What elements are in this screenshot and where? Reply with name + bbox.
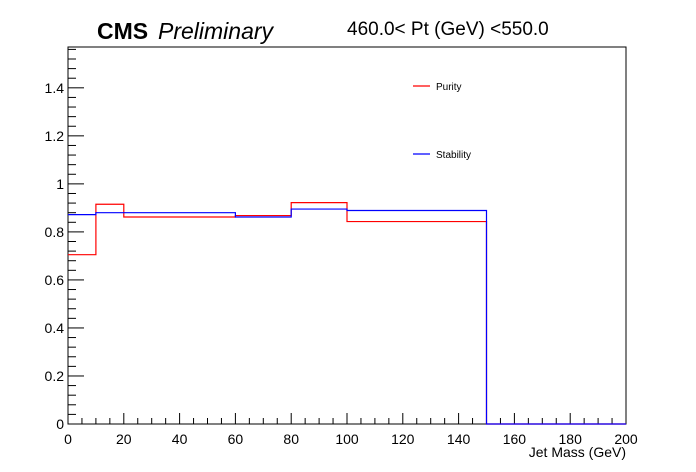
x-tick-label: 120 [391,431,415,447]
plot-frame [67,46,627,425]
x-tick-label: 140 [447,431,471,447]
y-tick-label: 1.4 [45,80,65,96]
legend: Purity Stability [413,82,471,161]
x-tick-label: 100 [335,431,359,447]
x-tick-label: 180 [559,431,583,447]
series-stability-line [68,208,626,425]
x-tick-label: 80 [283,431,299,447]
y-tick-label: 0.8 [45,224,65,240]
y-tick-label: 0.4 [45,320,65,336]
plot-area-border [67,46,627,425]
legend-label-purity: Purity [436,82,462,93]
x-tick-label: 20 [116,431,132,447]
y-tick-label: 0 [56,416,64,432]
x-tick-label: 40 [172,431,188,447]
y-tick-label: 0.6 [45,272,65,288]
y-tick-label: 1 [56,176,64,192]
series-purity-line [68,202,626,425]
x-tick-label: 60 [228,431,244,447]
x-tick-label: 0 [64,431,72,447]
y-tick-label: 1.2 [45,128,65,144]
axis-ticks: 0 20 40 60 80 100 120 140 160 180 200 0 0.2 0.4 0.6 0.8… [45,48,638,447]
x-tick-label: 200 [614,431,638,447]
pt-range-label: 460.0< Pt (GeV) <550.0 [347,19,549,40]
series-layer [68,202,626,425]
experiment-label: CMS [97,18,149,44]
x-axis-label: Jet Mass (GeV) [529,444,626,460]
y-tick-label: 0.2 [45,368,65,384]
status-label: Preliminary [158,18,274,44]
legend-label-stability: Stability [436,150,471,161]
x-tick-label: 160 [503,431,527,447]
